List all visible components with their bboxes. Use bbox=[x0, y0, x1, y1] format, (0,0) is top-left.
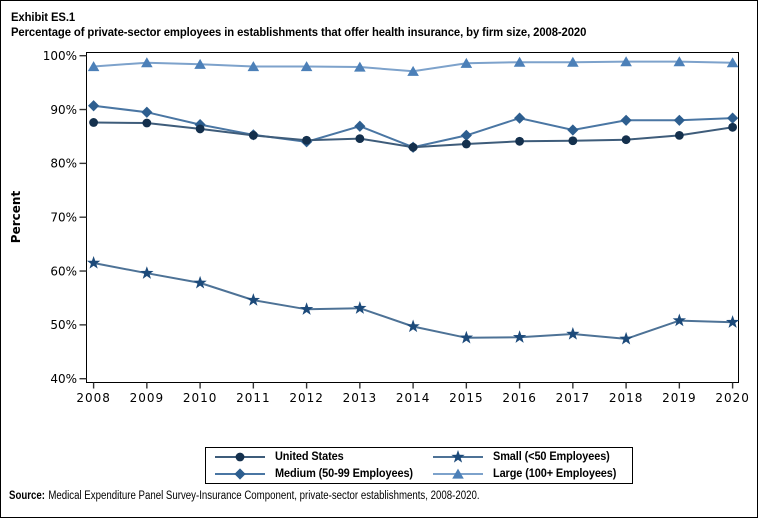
star-marker-icon bbox=[459, 330, 474, 344]
circle-marker-icon bbox=[728, 122, 737, 132]
star-marker-icon bbox=[672, 313, 687, 327]
triangle-marker-icon bbox=[513, 56, 526, 67]
diamond-legend-icon bbox=[215, 468, 265, 480]
star-legend-icon bbox=[433, 450, 483, 463]
diamond-marker-icon bbox=[354, 120, 366, 132]
x-tick-label: 2019 bbox=[662, 391, 697, 405]
legend-label: Small (<50 Employees) bbox=[493, 451, 610, 463]
series-united-states bbox=[89, 118, 737, 152]
star-marker-icon bbox=[86, 255, 101, 269]
diamond-marker-icon bbox=[567, 124, 579, 136]
triangle-marker-icon bbox=[567, 56, 579, 67]
y-tick-label: 60% bbox=[50, 264, 77, 278]
circle-marker-icon bbox=[89, 118, 98, 127]
x-tick-label: 2018 bbox=[609, 391, 644, 405]
legend-label: Medium (50-99 Employees) bbox=[275, 468, 413, 480]
triangle-marker-icon bbox=[87, 61, 100, 72]
star-marker-icon bbox=[512, 330, 527, 343]
source-text: Medical Expenditure Panel Survey-Insuran… bbox=[48, 490, 480, 502]
x-tick-label: 2011 bbox=[236, 391, 271, 405]
x-tick-label: 2015 bbox=[449, 391, 484, 405]
y-tick-label: 40% bbox=[50, 372, 77, 386]
circle-marker-icon bbox=[195, 124, 205, 134]
source-note: Source: Medical Expenditure Panel Survey-… bbox=[9, 490, 480, 502]
diamond-marker-icon bbox=[727, 112, 739, 124]
x-tick-label: 2014 bbox=[396, 391, 431, 405]
circle-marker-icon bbox=[461, 139, 471, 149]
legend-item-small-50-employees: Small (<50 Employees) bbox=[432, 449, 626, 465]
y-axis-ticks: 100% 90% 80% 70% 60% 50% 40% bbox=[43, 49, 87, 386]
triangle-marker-icon bbox=[460, 57, 473, 68]
triangle-marker-icon bbox=[673, 56, 686, 67]
circle-legend-icon bbox=[215, 452, 265, 462]
circle-marker-icon bbox=[568, 136, 578, 146]
chart-title: Percentage of private-sector employees i… bbox=[11, 25, 587, 39]
y-axis-label: Percent bbox=[9, 191, 23, 244]
legend-item-medium-50-99-employees: Medium (50-99 Employees) bbox=[214, 466, 432, 482]
title-block: Exhibit ES.1 Percentage of private-secto… bbox=[11, 8, 623, 39]
x-tick-label: 2020 bbox=[715, 391, 750, 405]
legend-item-united-states: United States bbox=[214, 449, 432, 465]
legend-label: Large (100+ Employees) bbox=[493, 468, 617, 480]
star-marker-icon bbox=[246, 293, 261, 306]
circle-marker-icon bbox=[674, 130, 684, 140]
star-marker-icon bbox=[619, 331, 633, 345]
star-marker-icon bbox=[140, 266, 154, 279]
x-tick-label: 2017 bbox=[556, 391, 591, 405]
y-tick-label: 50% bbox=[50, 318, 77, 332]
series-small-50-employees bbox=[86, 255, 740, 345]
x-tick-label: 2008 bbox=[76, 391, 111, 405]
star-marker-icon bbox=[406, 319, 420, 333]
diamond-marker-icon bbox=[141, 106, 153, 118]
triangle-marker-icon bbox=[194, 58, 206, 69]
diamond-marker-icon bbox=[460, 129, 472, 141]
x-tick-label: 2009 bbox=[130, 391, 165, 405]
legend-item-large-100-employees: Large (100+ Employees) bbox=[432, 466, 626, 482]
star-marker-icon bbox=[725, 315, 740, 328]
x-tick-label: 2010 bbox=[183, 391, 218, 405]
circle-marker-icon bbox=[408, 142, 418, 152]
star-marker-icon bbox=[566, 327, 580, 340]
triangle-marker-icon bbox=[141, 57, 153, 68]
triangle-marker-icon bbox=[407, 65, 419, 76]
legend-label: United States bbox=[275, 451, 344, 463]
series-large-100-employees bbox=[87, 56, 739, 76]
x-tick-label: 2012 bbox=[289, 391, 324, 405]
star-marker-icon bbox=[299, 302, 314, 315]
x-tick-label: 2013 bbox=[343, 391, 378, 405]
x-axis-ticks: 2008 2009 2010 2011 2012 2013 2014 2015 2016 2017… bbox=[76, 382, 750, 405]
circle-marker-icon bbox=[302, 135, 311, 145]
diamond-marker-icon bbox=[514, 112, 526, 124]
circle-marker-icon bbox=[142, 118, 152, 128]
circle-marker-icon bbox=[515, 136, 524, 146]
diamond-marker-icon bbox=[620, 114, 632, 126]
triangle-marker-icon bbox=[300, 61, 313, 72]
triangle-marker-icon bbox=[247, 61, 260, 72]
exhibit-label: Exhibit ES.1 bbox=[11, 10, 76, 24]
triangle-legend-icon bbox=[433, 468, 483, 479]
y-tick-label: 80% bbox=[50, 157, 77, 171]
y-tick-label: 100% bbox=[43, 49, 77, 63]
legend: United States Small (<50 Employees) Medium… bbox=[205, 447, 633, 484]
circle-marker-icon bbox=[248, 130, 258, 140]
triangle-marker-icon bbox=[726, 57, 739, 68]
series-line-medium-50-99-employees bbox=[93, 104, 733, 149]
y-tick-label: 70% bbox=[50, 211, 77, 225]
x-tick-label: 2016 bbox=[502, 391, 537, 405]
diamond-marker-icon bbox=[673, 114, 685, 126]
star-marker-icon bbox=[193, 275, 207, 289]
y-tick-label: 90% bbox=[50, 103, 77, 117]
source-label: Source: bbox=[9, 490, 45, 502]
triangle-marker-icon bbox=[620, 56, 632, 67]
circle-marker-icon bbox=[621, 135, 631, 145]
triangle-marker-icon bbox=[354, 61, 366, 72]
diamond-marker-icon bbox=[88, 100, 100, 112]
star-marker-icon bbox=[353, 301, 367, 314]
circle-marker-icon bbox=[355, 134, 365, 144]
